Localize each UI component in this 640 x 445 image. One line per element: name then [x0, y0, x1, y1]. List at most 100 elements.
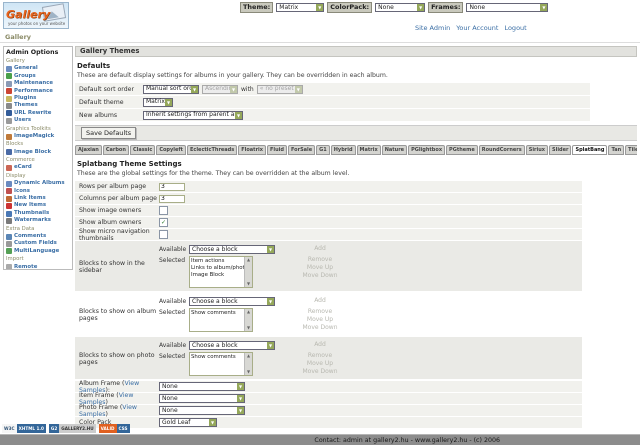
sidebar-item-label[interactable]: Remote: [14, 263, 38, 270]
default-theme-select[interactable]: Matrix ▼: [143, 97, 173, 107]
sidebar-item-label[interactable]: MultiLanguage: [14, 247, 60, 254]
theme-tab[interactable]: Matrix: [356, 145, 381, 155]
theme-tab[interactable]: Hybrid: [330, 145, 356, 155]
scroll-up-icon[interactable]: ▲: [246, 353, 251, 358]
remove-link[interactable]: Remove: [307, 256, 333, 263]
list-item[interactable]: Show comments: [191, 310, 236, 316]
view-samples-link[interactable]: View Samples: [79, 379, 140, 394]
add-link[interactable]: Add: [314, 245, 326, 252]
list-item[interactable]: Item actions: [191, 258, 225, 264]
validation-badge[interactable]: VALID CSS: [98, 424, 130, 433]
photo-blocks-selected-list[interactable]: Show comments ▲ ▼: [189, 352, 253, 376]
sidebar-item-label[interactable]: Image Block: [14, 148, 52, 155]
sidebar-item-label[interactable]: Groups: [14, 72, 36, 79]
new-albums-select[interactable]: Inherit settings from parent album ▼: [143, 110, 243, 120]
theme-tab[interactable]: Nature: [381, 145, 408, 155]
listbox-scrollbar[interactable]: ▲ ▼: [244, 257, 252, 287]
add-link[interactable]: Add: [314, 341, 326, 348]
view-samples-link[interactable]: View Samples: [79, 391, 134, 406]
scroll-up-icon[interactable]: ▲: [246, 309, 251, 314]
gallery-logo[interactable]: Gallery your photos on your website: [3, 2, 69, 29]
colorpack-select[interactable]: None ▼: [375, 3, 426, 12]
sidebar-item-label[interactable]: Users: [14, 117, 32, 124]
validation-badge[interactable]: G2 GALLERY2.HU: [48, 424, 96, 433]
sidebar-item-label[interactable]: General: [14, 65, 38, 72]
sidebar-item-label[interactable]: eCard: [14, 164, 32, 171]
columns-per-page-input[interactable]: [159, 194, 185, 203]
breadcrumb[interactable]: Gallery: [5, 33, 32, 41]
sidebar-item-label[interactable]: Thumbnails: [14, 209, 50, 216]
scroll-down-icon[interactable]: ▼: [246, 281, 251, 286]
sidebar-item-label[interactable]: Performance: [14, 87, 53, 94]
frame-select[interactable]: None ▼: [159, 406, 245, 415]
sidebar-item-label[interactable]: Plugins: [14, 94, 37, 101]
listbox-scrollbar[interactable]: ▲ ▼: [244, 309, 252, 331]
move-down-link[interactable]: Move Down: [302, 368, 338, 375]
sidebar-item-label[interactable]: Graphics Toolkits: [6, 125, 51, 132]
theme-tab[interactable]: RoundCorners: [478, 145, 525, 155]
theme-tab[interactable]: Copyleft: [156, 145, 186, 155]
remove-link[interactable]: Remove: [307, 352, 333, 359]
remove-link[interactable]: Remove: [307, 308, 333, 315]
theme-tab[interactable]: Floatrix: [238, 145, 266, 155]
theme-tab[interactable]: PGtheme: [446, 145, 478, 155]
rows-per-page-input[interactable]: [159, 182, 185, 191]
sidebar-item-label[interactable]: New Items: [14, 202, 47, 209]
view-samples-link[interactable]: View Samples: [79, 403, 137, 418]
sidebar-item-label[interactable]: Commerce: [6, 157, 35, 164]
theme-tab[interactable]: Slider: [549, 145, 572, 155]
sidebar-item-label[interactable]: Comments: [14, 232, 47, 239]
sidebar-blocks-available-select[interactable]: Choose a block ▼: [189, 245, 275, 254]
album-blocks-available-select[interactable]: Choose a block ▼: [189, 297, 275, 306]
scroll-up-icon[interactable]: ▲: [246, 257, 251, 262]
theme-tab[interactable]: Fluid: [266, 145, 287, 155]
show-image-owners-checkbox[interactable]: [159, 206, 168, 215]
sidebar-item-label[interactable]: Import: [6, 256, 24, 263]
sidebar-item-label[interactable]: Maintenance: [14, 80, 54, 87]
theme-tab[interactable]: Siriux: [525, 145, 548, 155]
theme-tab[interactable]: Carbon: [102, 145, 129, 155]
sidebar-item-label[interactable]: Link Items: [14, 195, 46, 202]
theme-select[interactable]: Matrix ▼: [276, 3, 325, 12]
move-up-link[interactable]: Move Up: [306, 316, 334, 323]
photo-blocks-available-select[interactable]: Choose a block ▼: [189, 341, 275, 350]
validation-badge[interactable]: W3C XHTML 1.0: [2, 424, 46, 433]
frame-select[interactable]: None ▼: [159, 394, 245, 403]
list-item[interactable]: Show comments: [191, 354, 236, 360]
sidebar-item-label[interactable]: Dynamic Albums: [14, 180, 65, 187]
scroll-down-icon[interactable]: ▼: [246, 325, 251, 330]
list-item[interactable]: Links to album/photo peers: [191, 264, 244, 271]
theme-tab[interactable]: Tan: [608, 145, 625, 155]
frame-select[interactable]: None ▼: [159, 382, 245, 391]
sidebar-item-label[interactable]: Blocks: [6, 141, 24, 148]
header-link[interactable]: Site Admin: [415, 24, 451, 32]
theme-tab[interactable]: EclecticThreads: [186, 145, 238, 155]
sort-direction-select[interactable]: Ascending ▼: [202, 84, 238, 94]
list-item[interactable]: Image Block: [191, 271, 225, 278]
move-up-link[interactable]: Move Up: [306, 264, 334, 271]
theme-tab[interactable]: G1: [316, 145, 330, 155]
sort-preset-select[interactable]: « no preset » ▼: [256, 84, 303, 94]
move-down-link[interactable]: Move Down: [302, 272, 338, 279]
listbox-scrollbar[interactable]: ▲ ▼: [244, 353, 252, 375]
sidebar-item-label[interactable]: Display: [6, 172, 26, 179]
add-link[interactable]: Add: [314, 297, 326, 304]
theme-tab[interactable]: Classic: [129, 145, 156, 155]
show-album-owners-checkbox[interactable]: ✓: [159, 218, 168, 227]
theme-tab[interactable]: Ajaxian: [75, 145, 102, 155]
sidebar-item-label[interactable]: Extra Data: [6, 225, 35, 232]
theme-tab[interactable]: Tile: [625, 145, 637, 155]
footer-contact-text[interactable]: Contact: admin at gallery2.hu - www.gall…: [314, 437, 500, 444]
frames-select[interactable]: None ▼: [466, 3, 549, 12]
save-defaults-button[interactable]: Save Defaults: [81, 127, 137, 139]
album-blocks-selected-list[interactable]: Show comments ▲ ▼: [189, 308, 253, 332]
theme-tab[interactable]: PGlightbox: [408, 145, 446, 155]
sidebar-item-label[interactable]: URL Rewrite: [14, 109, 52, 116]
header-link[interactable]: Logout: [504, 24, 527, 32]
sidebar-item-label[interactable]: Custom Fields: [14, 240, 57, 247]
show-micro-nav-checkbox[interactable]: [159, 230, 168, 239]
theme-tab[interactable]: SplatBang: [572, 145, 608, 155]
sidebar-item-label[interactable]: Themes: [14, 102, 38, 109]
sidebar-item-label[interactable]: Icons: [14, 187, 30, 194]
